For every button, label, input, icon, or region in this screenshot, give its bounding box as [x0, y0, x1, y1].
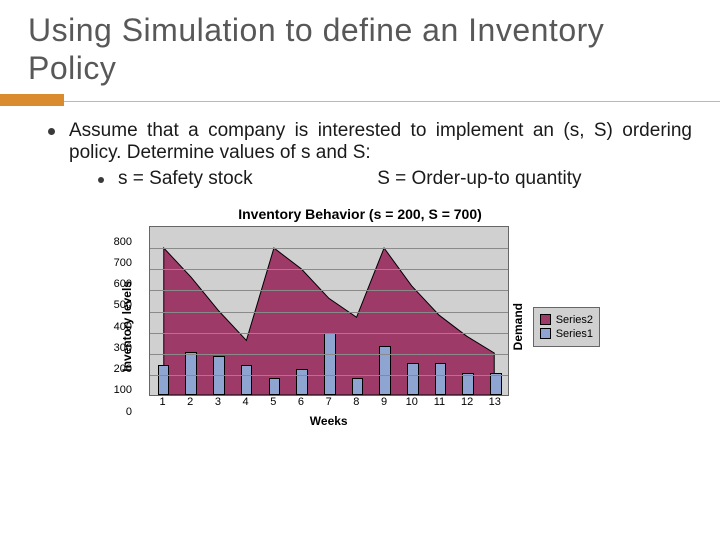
- x-tick-label: 6: [287, 396, 315, 412]
- y-tick-label: 400: [114, 321, 136, 333]
- x-tick-label: 1: [149, 396, 177, 412]
- x-tick-label: 7: [315, 396, 343, 412]
- series1-bar: [324, 333, 336, 395]
- body-text: Assume that a company is interested to i…: [28, 120, 692, 190]
- inventory-chart: Inventory Behavior (s = 200, S = 700) In…: [120, 206, 600, 428]
- x-ticks: 12345678910111213: [149, 396, 509, 412]
- plot-area: [149, 226, 509, 396]
- chart-title: Inventory Behavior (s = 200, S = 700): [120, 206, 600, 222]
- series1-bar: [241, 365, 253, 395]
- accent-block: [0, 94, 64, 106]
- gridline: [150, 269, 508, 270]
- y-tick-label: 500: [114, 299, 136, 311]
- sub-bullet-left: s = Safety stock: [118, 168, 377, 190]
- y-tick-label: 200: [114, 363, 136, 375]
- sub-bullet-right: S = Order-up-to quantity: [377, 168, 658, 190]
- x-tick-label: 2: [176, 396, 204, 412]
- gridline: [150, 290, 508, 291]
- y2-axis-label: Demand: [511, 303, 525, 350]
- x-tick-label: 11: [426, 396, 454, 412]
- gridline: [150, 312, 508, 313]
- bullet-main: Assume that a company is interested to i…: [48, 120, 692, 164]
- x-tick-label: 8: [343, 396, 371, 412]
- chart-legend: Series2 Series1: [533, 307, 600, 347]
- x-tick-label: 9: [370, 396, 398, 412]
- y-tick-label: 600: [114, 278, 136, 290]
- series1-bar: [435, 363, 447, 395]
- series1-bar: [462, 373, 474, 394]
- series1-bar: [379, 346, 391, 395]
- gridline: [150, 248, 508, 249]
- y-ticks: 0100200300400500600700800: [136, 242, 149, 412]
- x-tick-label: 5: [259, 396, 287, 412]
- accent-line: [0, 94, 720, 106]
- x-tick-label: 12: [453, 396, 481, 412]
- gridline: [150, 333, 508, 334]
- legend-label: Series2: [556, 314, 593, 326]
- x-tick-label: 13: [481, 396, 509, 412]
- y-tick-label: 300: [114, 342, 136, 354]
- x-tick-label: 4: [232, 396, 260, 412]
- bullet-icon: [98, 177, 104, 183]
- gridline: [150, 354, 508, 355]
- series1-bar: [269, 378, 281, 395]
- series1-bar: [296, 369, 308, 395]
- series1-bar: [407, 363, 419, 395]
- y-tick-label: 700: [114, 257, 136, 269]
- legend-item: Series2: [540, 314, 593, 326]
- x-axis-label: Weeks: [149, 414, 509, 428]
- y-tick-label: 100: [114, 384, 136, 396]
- series1-bar: [352, 378, 364, 395]
- accent-rule: [64, 101, 720, 102]
- slide-title: Using Simulation to define an Inventory …: [28, 12, 692, 88]
- bullet-icon: [48, 128, 55, 135]
- legend-swatch: [540, 328, 551, 339]
- series1-bars: [150, 227, 508, 395]
- y-tick-label: 0: [126, 406, 136, 418]
- legend-item: Series1: [540, 328, 593, 340]
- legend-swatch: [540, 314, 551, 325]
- series1-bar: [185, 352, 197, 395]
- y-tick-label: 800: [114, 236, 136, 248]
- x-tick-label: 10: [398, 396, 426, 412]
- series1-bar: [490, 373, 502, 394]
- bullet-main-text: Assume that a company is interested to i…: [69, 120, 692, 164]
- gridline: [150, 375, 508, 376]
- legend-label: Series1: [556, 328, 593, 340]
- series1-bar: [158, 365, 170, 395]
- x-tick-label: 3: [204, 396, 232, 412]
- bullet-sub: s = Safety stock S = Order-up-to quantit…: [98, 168, 692, 190]
